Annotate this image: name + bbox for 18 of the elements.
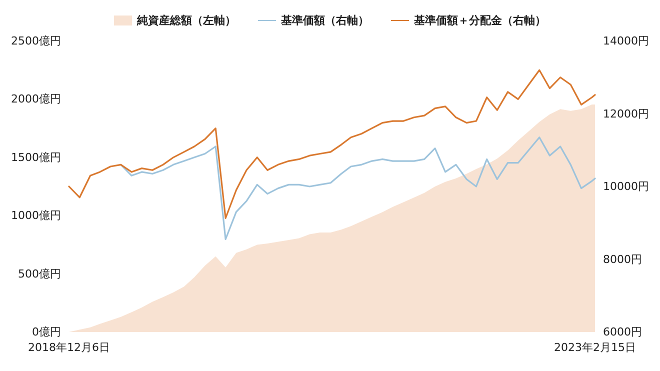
legend-label: 基準価額＋分配金（右軸） [413, 14, 546, 27]
x-tick-label: 2023年2月15日 [554, 341, 636, 354]
y2-tick-label: 14000円 [603, 34, 650, 48]
y-tick-label: 0億円 [32, 326, 61, 338]
y-tick-label: 1500億円 [10, 150, 61, 164]
y2-tick-label: 10000円 [603, 180, 650, 193]
legend-label: 基準価額（右軸） [280, 14, 369, 27]
y-tick-label: 2000億円 [10, 92, 61, 106]
x-tick-label: 2018年12月6日 [28, 341, 110, 354]
legend-label: 純資産総額（左軸） [136, 14, 236, 27]
y2-tick-label: 12000円 [603, 107, 650, 120]
y2-tick-label: 6000円 [603, 326, 642, 338]
y2-tick-label: 8000円 [603, 252, 642, 266]
y-tick-label: 1000億円 [10, 209, 61, 222]
line-series [120, 136, 596, 240]
y-tick-label: 500億円 [18, 267, 61, 280]
y-tick-label: 2500億円 [10, 34, 61, 48]
line-series [68, 69, 596, 219]
